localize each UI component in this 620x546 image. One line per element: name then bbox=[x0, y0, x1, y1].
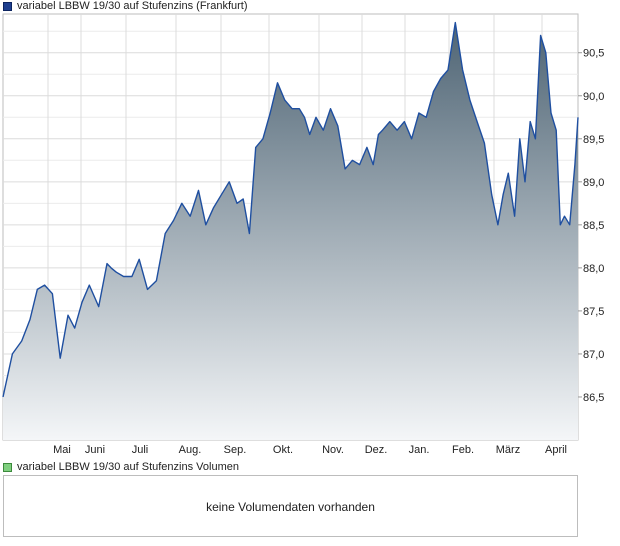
y-tick-label: 88,5 bbox=[583, 220, 604, 232]
x-tick-label: Jan. bbox=[409, 444, 430, 456]
y-tick-label: 89,0 bbox=[583, 177, 604, 189]
y-tick-label: 88,0 bbox=[583, 263, 604, 275]
x-tick-label: Dez. bbox=[365, 444, 388, 456]
x-tick-label: Nov. bbox=[322, 444, 344, 456]
volume-legend: variabel LBBW 19/30 auf Stufenzins Volum… bbox=[3, 461, 239, 474]
volume-legend-label: variabel LBBW 19/30 auf Stufenzins Volum… bbox=[17, 461, 239, 473]
x-tick-label: März bbox=[496, 444, 520, 456]
volume-legend-swatch bbox=[3, 463, 12, 472]
x-tick-label: Juli bbox=[132, 444, 149, 456]
x-tick-label: April bbox=[545, 444, 567, 456]
y-tick-label: 89,5 bbox=[583, 134, 604, 146]
y-tick-label: 86,5 bbox=[583, 392, 604, 404]
price-chart: 86,5 87,0 87,5 88,0 88,5 89,0 89,5 90,0 90,5 Mai J… bbox=[2, 13, 604, 456]
price-line bbox=[2, 21, 579, 398]
y-tick-label: 90,5 bbox=[583, 48, 604, 60]
price-legend: variabel LBBW 19/30 auf Stufenzins (Fran… bbox=[3, 0, 248, 13]
x-tick-label: Juni bbox=[85, 444, 105, 456]
price-area bbox=[3, 22, 578, 440]
y-tick-label: 90,0 bbox=[583, 91, 604, 103]
price-legend-swatch bbox=[3, 2, 12, 11]
x-tick-label: Okt. bbox=[273, 444, 293, 456]
price-legend-label: variabel LBBW 19/30 auf Stufenzins (Fran… bbox=[17, 0, 248, 12]
y-tick-label: 87,5 bbox=[583, 306, 604, 318]
volume-panel: keine Volumendaten vorhanden bbox=[3, 475, 578, 537]
y-tick-label: 87,0 bbox=[583, 349, 604, 361]
x-tick-label: Mai bbox=[53, 444, 71, 456]
x-tick-label: Feb. bbox=[452, 444, 474, 456]
volume-empty-message: keine Volumendaten vorhanden bbox=[206, 500, 375, 514]
x-tick-label: Aug. bbox=[179, 444, 202, 456]
x-tick-label: Sep. bbox=[224, 444, 247, 456]
